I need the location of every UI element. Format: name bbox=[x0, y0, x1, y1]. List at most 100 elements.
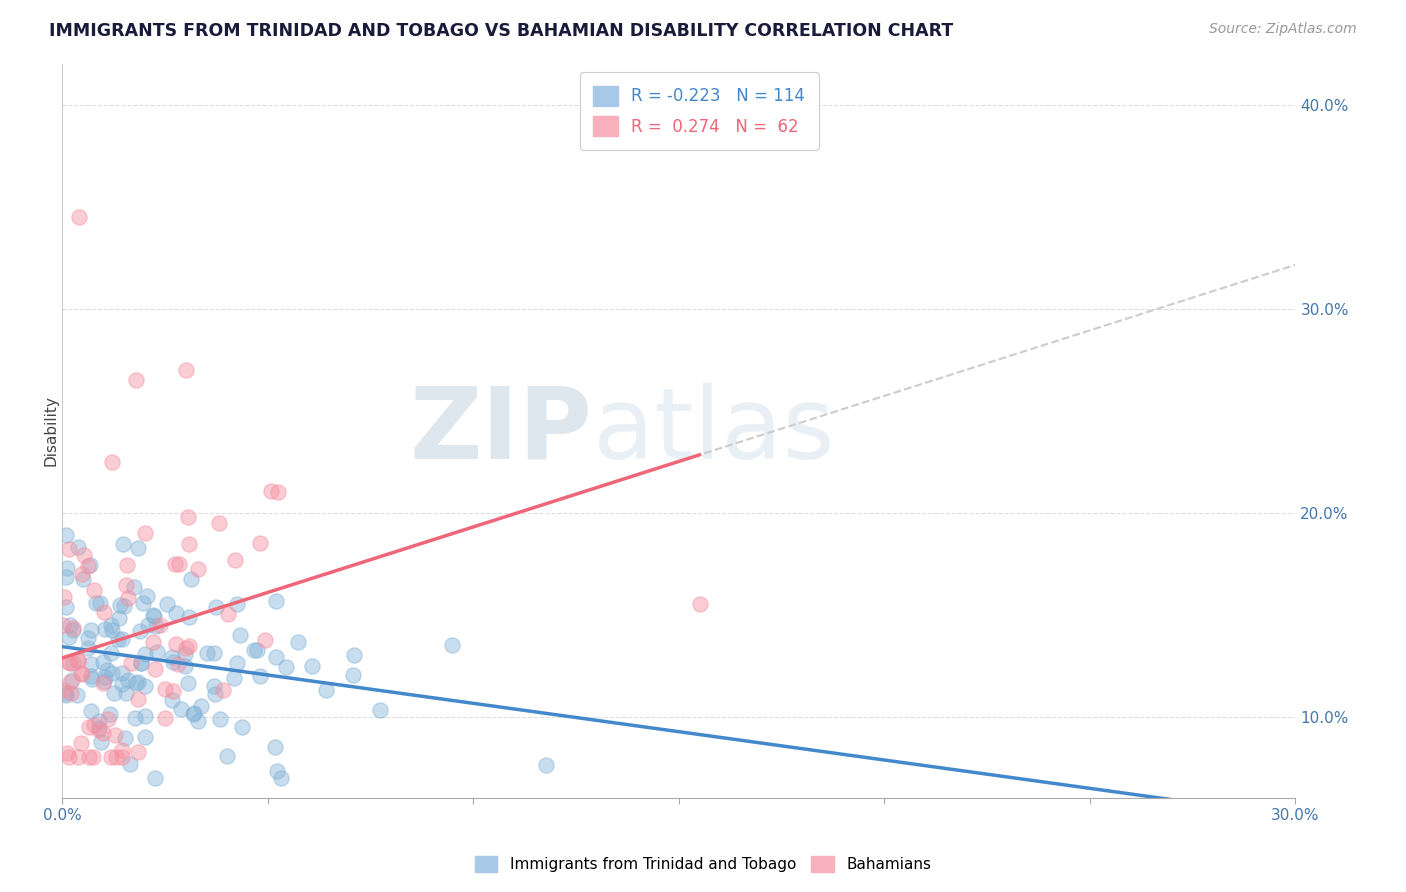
Point bbox=[689, 598, 711, 612]
Point bbox=[93, 673, 115, 688]
Point bbox=[66, 688, 89, 702]
Point bbox=[134, 730, 156, 744]
Point bbox=[120, 656, 142, 670]
Point bbox=[165, 637, 187, 651]
Point bbox=[120, 756, 142, 771]
Point bbox=[83, 717, 105, 731]
Point bbox=[129, 624, 152, 639]
Point bbox=[143, 771, 166, 785]
Point bbox=[343, 648, 366, 662]
Point bbox=[202, 646, 225, 660]
Point bbox=[160, 650, 183, 665]
Point bbox=[89, 723, 111, 738]
Point bbox=[90, 735, 112, 749]
Point bbox=[76, 558, 98, 573]
Point bbox=[104, 728, 127, 742]
Point bbox=[55, 527, 77, 541]
Point bbox=[204, 687, 226, 701]
Point bbox=[202, 679, 225, 693]
Point bbox=[149, 618, 172, 632]
Point bbox=[96, 663, 118, 677]
Point bbox=[69, 666, 91, 681]
Point bbox=[441, 638, 464, 652]
Point bbox=[70, 666, 93, 681]
Point bbox=[79, 558, 101, 572]
Point bbox=[183, 707, 205, 722]
Point bbox=[59, 674, 82, 689]
Point bbox=[127, 691, 149, 706]
Point bbox=[80, 657, 103, 672]
Point bbox=[195, 646, 218, 660]
Point bbox=[53, 590, 76, 604]
Point bbox=[368, 703, 391, 717]
Point bbox=[217, 607, 239, 622]
Point bbox=[174, 658, 197, 673]
Point bbox=[264, 650, 287, 665]
Point bbox=[112, 537, 135, 551]
Point bbox=[56, 561, 79, 575]
Point bbox=[274, 659, 297, 673]
Text: Source: ZipAtlas.com: Source: ZipAtlas.com bbox=[1209, 22, 1357, 37]
Point bbox=[87, 722, 110, 736]
Point bbox=[249, 536, 271, 550]
Point bbox=[66, 654, 89, 668]
Point bbox=[62, 673, 84, 687]
Point bbox=[156, 597, 179, 611]
Point bbox=[107, 632, 129, 646]
Point bbox=[101, 623, 124, 637]
Point bbox=[143, 661, 166, 675]
Point bbox=[342, 668, 364, 682]
Point bbox=[59, 656, 82, 670]
Point bbox=[208, 516, 231, 530]
Point bbox=[58, 630, 80, 644]
Point bbox=[58, 750, 80, 764]
Point bbox=[93, 622, 115, 636]
Point bbox=[108, 598, 131, 612]
Point bbox=[62, 623, 84, 637]
Point bbox=[125, 676, 148, 690]
Point bbox=[53, 686, 76, 700]
Point bbox=[266, 593, 288, 607]
Point bbox=[80, 623, 103, 637]
Point bbox=[53, 683, 76, 698]
Point bbox=[145, 619, 167, 633]
Point bbox=[100, 646, 122, 660]
Point bbox=[91, 676, 114, 690]
Point bbox=[97, 712, 120, 726]
Point bbox=[73, 548, 96, 562]
Point bbox=[100, 618, 122, 632]
Point bbox=[111, 743, 134, 757]
Point bbox=[205, 599, 228, 614]
Point bbox=[176, 676, 198, 690]
Point bbox=[163, 557, 186, 571]
Point bbox=[117, 673, 139, 687]
Point bbox=[55, 570, 77, 584]
Point bbox=[89, 595, 111, 609]
Point bbox=[315, 683, 337, 698]
Point bbox=[246, 643, 269, 657]
Text: ZIP: ZIP bbox=[409, 383, 593, 480]
Point bbox=[212, 683, 235, 698]
Point bbox=[98, 706, 121, 721]
Point bbox=[67, 210, 90, 224]
Point bbox=[146, 645, 169, 659]
Point bbox=[190, 699, 212, 714]
Point bbox=[101, 455, 124, 469]
Point bbox=[80, 672, 103, 686]
Point bbox=[166, 657, 188, 671]
Point bbox=[287, 635, 309, 649]
Point bbox=[108, 611, 131, 625]
Point bbox=[167, 558, 190, 572]
Point bbox=[66, 750, 89, 764]
Point bbox=[177, 610, 200, 624]
Point bbox=[142, 608, 165, 623]
Point bbox=[226, 656, 249, 670]
Point bbox=[66, 652, 89, 666]
Point bbox=[70, 736, 93, 750]
Point bbox=[264, 740, 287, 755]
Point bbox=[127, 541, 149, 555]
Point bbox=[59, 686, 82, 700]
Point bbox=[162, 655, 184, 669]
Point bbox=[162, 683, 184, 698]
Text: IMMIGRANTS FROM TRINIDAD AND TOBAGO VS BAHAMIAN DISABILITY CORRELATION CHART: IMMIGRANTS FROM TRINIDAD AND TOBAGO VS B… bbox=[49, 22, 953, 40]
